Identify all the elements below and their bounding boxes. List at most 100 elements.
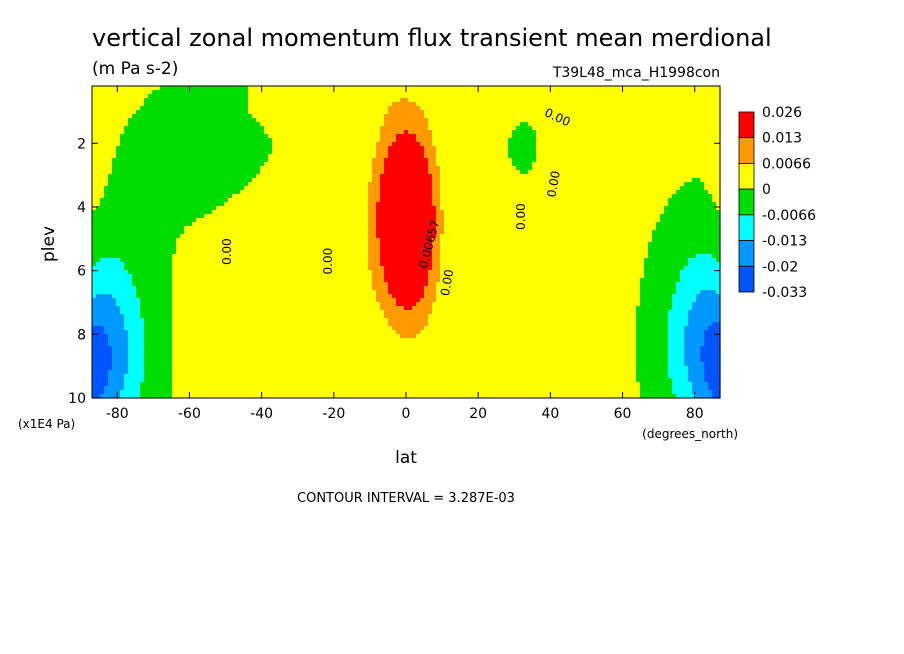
contour-cell [424,150,437,155]
contour-cell [372,170,385,175]
contour-cell [380,134,397,139]
contour-cell [92,338,109,343]
contour-cell [680,278,721,283]
contour-cell [408,98,721,103]
contour-cell [536,138,721,143]
contour-cell [248,90,721,95]
contour-cell [668,338,685,343]
chart-units: (m Pa s-2) [92,59,178,79]
contour-cell [368,262,381,267]
contour-cell [688,318,721,323]
contour-cell [376,234,437,239]
contour-cell [692,386,709,391]
contour-cell [172,330,397,335]
contour-cell [140,306,173,311]
contour-cell [120,306,141,311]
contour-cell [144,342,173,347]
contour-cell [124,318,145,323]
contour-cell [172,338,637,343]
contour-cell [92,162,113,167]
contour-cell [684,338,705,343]
contour-cell [372,174,381,179]
contour-cell [432,142,509,147]
contour-cell [92,158,113,163]
contour-cell [660,214,721,219]
contour-cell [92,174,109,179]
contour-cell [376,202,433,207]
contour-cell [140,386,173,391]
contour-cell [108,178,253,183]
contour-cell [368,246,381,251]
contour-cell [108,338,129,343]
x-tick-label: 40 [541,406,559,422]
contour-cell [644,274,681,279]
contour-cell [172,254,369,259]
contour-cell [140,310,173,315]
contour-cell [128,122,261,127]
contour-cell [92,262,97,267]
contour-cell [372,278,385,283]
contour-cell [172,294,377,299]
contour-cell [636,310,669,315]
contour-cell [636,314,669,319]
contour-cell [172,366,637,371]
contour-cell [248,102,393,107]
y-axis: 2 4 6 8 10 [68,136,720,407]
contour-cell [380,246,433,251]
contour-cell [444,226,657,231]
contour-cell [440,170,521,175]
contour-cell [668,346,685,351]
contour-cell [92,290,137,295]
contour-cell [384,118,429,123]
contour-cell [648,246,721,251]
contour-cell [432,310,637,315]
contour-cell [148,94,249,99]
contour-cell [104,190,241,195]
contour-cell [92,102,145,107]
contour-cell [124,126,265,131]
contour-cell [116,298,141,303]
colorbar-label: -0.033 [762,285,807,301]
contour-cell [376,214,437,219]
contour-cell [92,154,117,159]
contour-cell [672,378,689,383]
contour-cell [416,334,637,339]
contour-cell [668,342,685,347]
contour-cell [436,222,445,227]
contour-cell [108,382,125,387]
contour-cell [692,382,709,387]
contour-cell [124,262,173,267]
contour-cell [240,190,369,195]
contour-cell [392,142,421,147]
contour-cell [532,166,721,171]
contour-cell [640,298,673,303]
colorbar-label: 0 [762,182,771,198]
contour-cell [636,374,669,379]
colorbar-swatch [738,111,755,139]
contour-cell [172,386,641,391]
contour-cell [128,334,145,339]
contour-cell [92,98,145,103]
contour-cell [260,170,373,175]
contour-cell [700,350,721,355]
contour-cell [436,282,641,287]
contour-cell [672,302,693,307]
contour-cell [376,218,437,223]
contour-cell [688,314,721,319]
contour-cell [92,394,101,399]
contour-cell [92,182,109,187]
contour-cell [92,346,113,351]
contour-cell [92,274,133,279]
contour-cell [432,238,441,243]
contour-cell [128,118,257,123]
contour-cell [664,206,717,211]
contour-cell [432,266,441,271]
contour-cell [92,246,177,251]
contour-cell [440,262,645,267]
contour-cell [184,226,369,231]
contour-cell [684,334,705,339]
contour-cell [636,338,669,343]
contour-cell [140,106,249,111]
contour-cell [172,354,637,359]
